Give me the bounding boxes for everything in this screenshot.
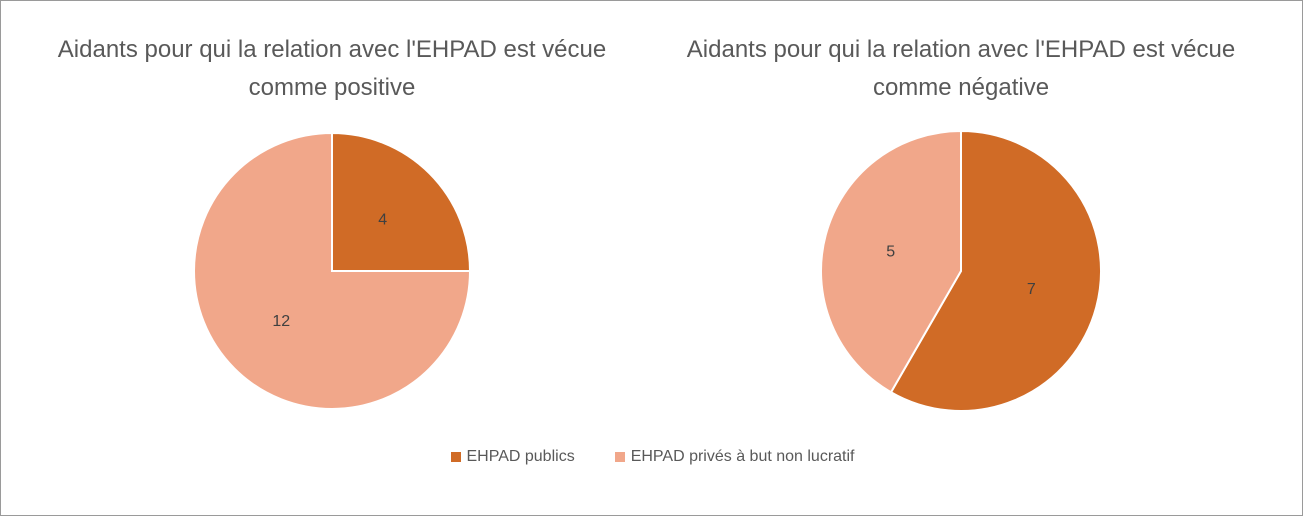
chart-title: Aidants pour qui la relation avec l'EHPA… [57, 36, 607, 101]
pie-slice [820, 129, 962, 394]
legend-item: EHPAD publics [450, 448, 575, 466]
pie-slice [193, 131, 472, 410]
pie-slice [889, 129, 1102, 412]
data-label: 12 [272, 313, 290, 330]
legend-swatch [450, 452, 461, 462]
legend-label: EHPAD publics [466, 448, 575, 465]
data-label: 4 [378, 211, 387, 228]
chart-title: Aidants pour qui la relation avec l'EHPA… [686, 36, 1236, 101]
data-label: 7 [1027, 281, 1036, 298]
legend-swatch [614, 452, 625, 462]
pie-slice [331, 131, 472, 272]
legend-item: EHPAD privés à but non lucratif [614, 448, 855, 466]
data-label: 5 [886, 243, 895, 260]
legend-label: EHPAD privés à but non lucratif [630, 448, 855, 465]
legend: EHPAD publics EHPAD privés à but non lucr… [1, 448, 1303, 466]
